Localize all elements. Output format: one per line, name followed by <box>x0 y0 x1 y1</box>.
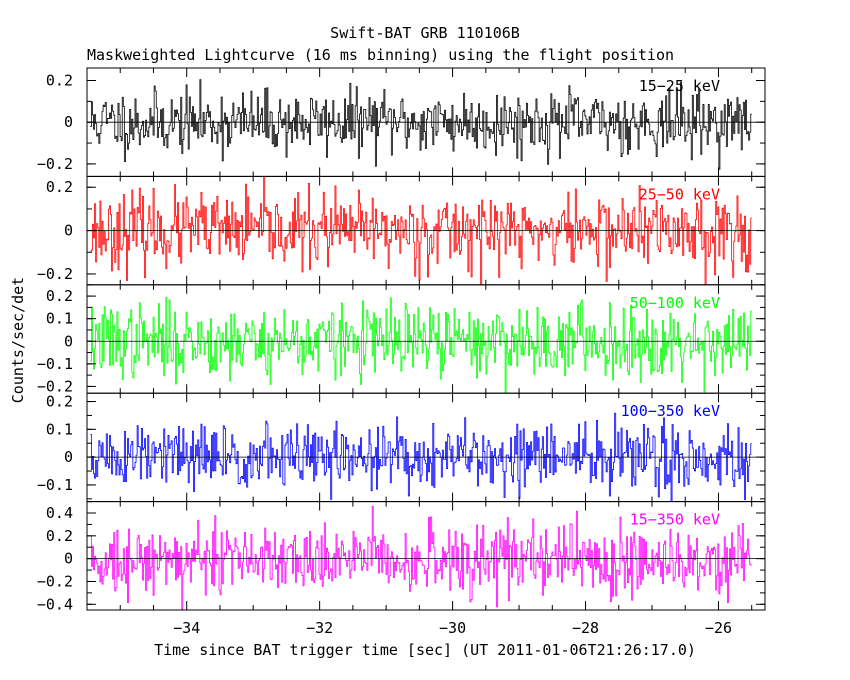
x-tick-label: −30 <box>439 619 466 637</box>
x-axis-label: Time since BAT trigger time [sec] (UT 20… <box>154 641 696 659</box>
panels-group: −0.200.2 15−25 keV−0.200.2 25−50 keV−0.2−0… <box>37 67 766 637</box>
y-tick-label: −0.2 <box>37 265 73 283</box>
chart-subtitle: Maskweighted Lightcurve (16 ms binning) … <box>87 46 674 64</box>
y-tick-label: 0 <box>64 332 73 350</box>
y-tick-label: 0.1 <box>46 310 73 328</box>
y-tick-label: −0.2 <box>37 155 73 173</box>
y-tick-label: 0.1 <box>46 420 73 438</box>
y-tick-label: 0 <box>64 448 73 466</box>
series-label: 15−350 keV <box>630 511 720 529</box>
series-line <box>90 412 752 502</box>
y-tick-label: −0.2 <box>37 377 73 395</box>
series-label: 25−50 keV <box>639 185 720 203</box>
panel-50-100-kev: −0.2 −0.1 0 0.1 0.2 50−100 keV <box>37 284 766 395</box>
y-tick-label: 0 <box>64 113 73 131</box>
y-axis-label: Counts/sec/det <box>9 277 27 403</box>
y-tick-label: 0.2 <box>46 287 73 305</box>
chart-title: Swift-BAT GRB 110106B <box>330 24 520 42</box>
series-line <box>90 296 752 394</box>
x-tick-label: −26 <box>705 619 732 637</box>
panel-15-25-kev: −0.2 0 0.2 15−25 keV <box>37 67 766 177</box>
series-label: 15−25 keV <box>639 77 720 95</box>
series-label: 100−350 keV <box>621 402 720 420</box>
x-tick-label: −28 <box>572 619 599 637</box>
y-tick-label: 0.4 <box>46 504 73 522</box>
series-line <box>90 176 752 285</box>
x-tick-label: −32 <box>306 619 333 637</box>
y-tick-label: −0.1 <box>37 355 73 373</box>
x-tick-label: −34 <box>173 619 200 637</box>
series-line <box>90 79 752 170</box>
y-tick-label: 0.2 <box>46 527 73 545</box>
y-tick-label: 0.2 <box>46 178 73 196</box>
series-line <box>90 505 752 610</box>
panel-25-50-kev: −0.2 0 0.2 25−50 keV <box>37 175 766 286</box>
y-tick-label: 0.2 <box>46 393 73 411</box>
y-tick-label: 0 <box>64 222 73 240</box>
y-tick-label: −0.2 <box>37 572 73 590</box>
series-label: 50−100 keV <box>630 294 720 312</box>
y-tick-label: 0.2 <box>46 72 73 90</box>
panel-100-350-kev: −0.1 0 0.1 0.2 100−350 keV <box>37 393 766 503</box>
panel-frame <box>86 501 766 611</box>
y-tick-label: −0.4 <box>37 595 73 613</box>
y-tick-label: 0 <box>64 550 73 568</box>
y-tick-label: −0.1 <box>37 476 73 494</box>
panel-15-350-kev: −0.4 −0.2 0 0.2 0.4 15−350 keV <box>37 501 766 613</box>
